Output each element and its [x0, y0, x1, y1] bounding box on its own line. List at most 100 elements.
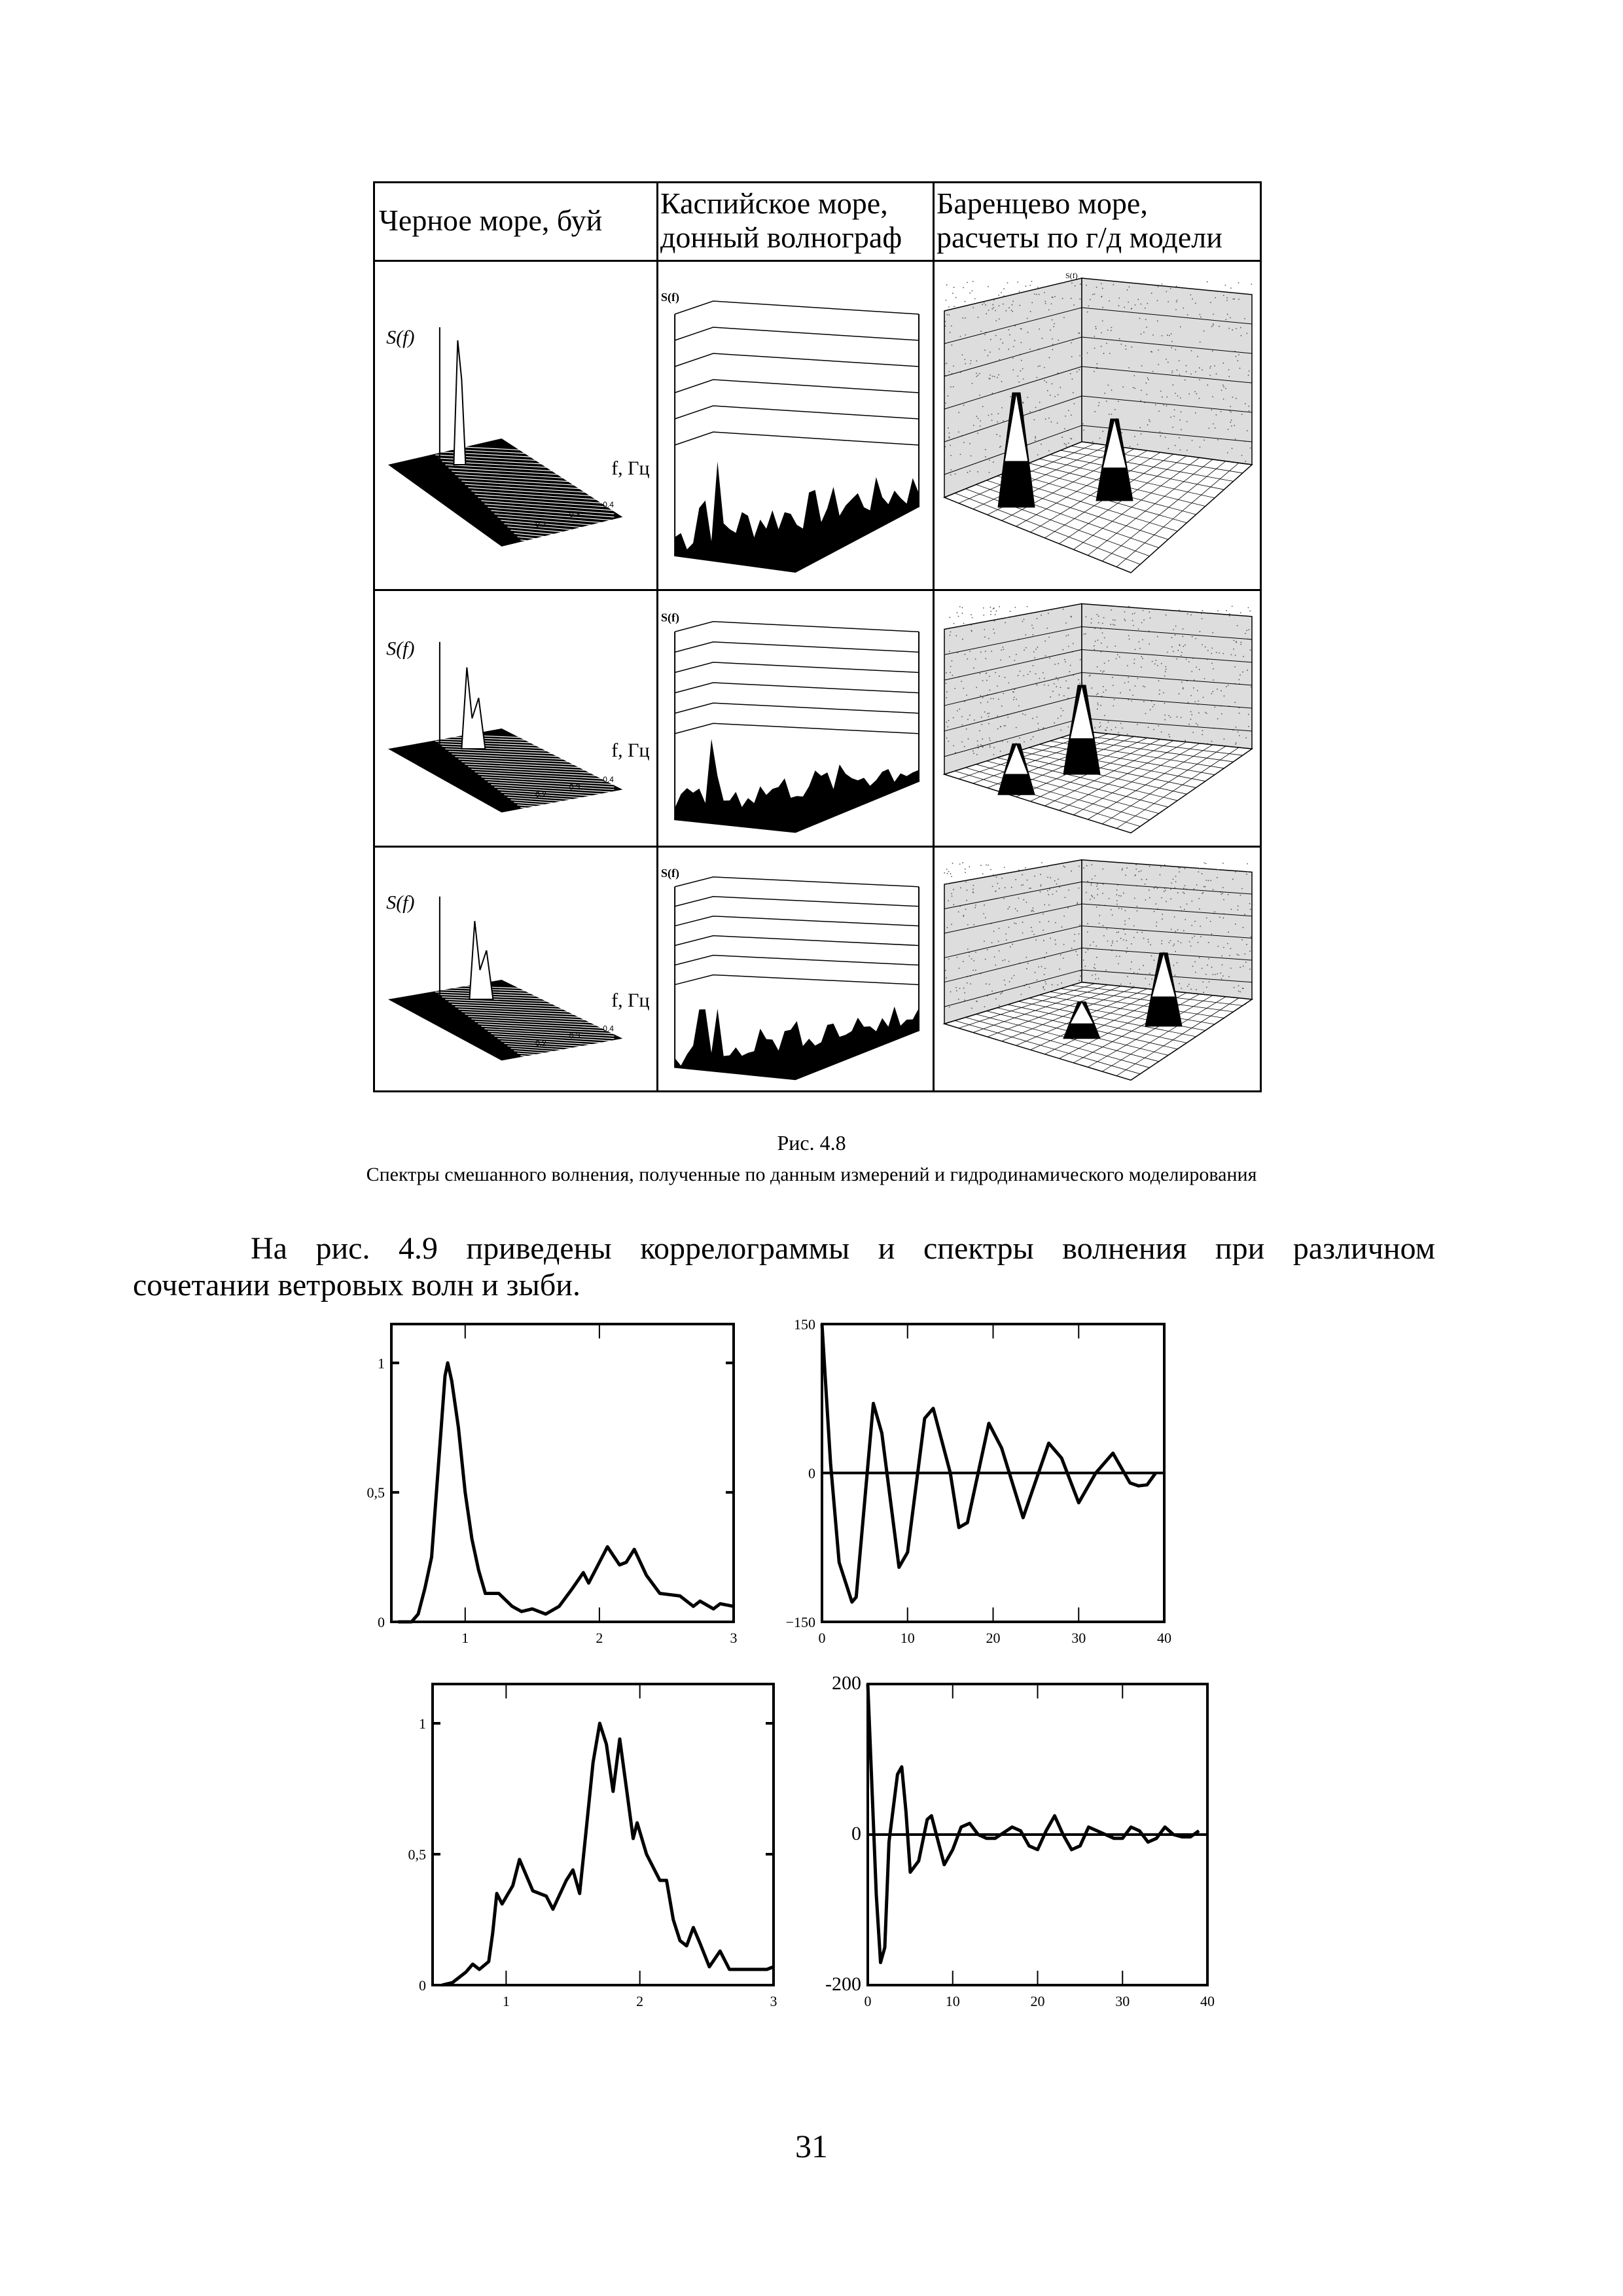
- wall-stipple: [1101, 287, 1103, 289]
- surface-mesh-line: [455, 474, 615, 485]
- wall-stipple: [1199, 446, 1201, 448]
- wall-stipple: [948, 314, 950, 316]
- floor-mesh: [1030, 452, 1161, 533]
- wall-stipple: [1118, 305, 1120, 307]
- wall-stipple: [1133, 925, 1135, 927]
- wall-stipple: [978, 372, 980, 374]
- wall-stipple: [1249, 968, 1251, 970]
- wall-stipple: [1214, 427, 1216, 429]
- freq-tick-label: 0.3: [569, 510, 580, 519]
- wall-stipple: [1068, 889, 1070, 891]
- wall-stipple: [1087, 949, 1089, 950]
- wall-stipple: [993, 307, 995, 308]
- wall-stipple: [1022, 378, 1024, 380]
- wall-stipple: [948, 719, 950, 721]
- wall-stipple: [1194, 701, 1196, 703]
- wall-stipple: [1148, 889, 1150, 891]
- wall-stipple: [1092, 896, 1094, 897]
- wall-stipple: [1222, 892, 1224, 894]
- wall-stipple: [1204, 677, 1205, 679]
- surface-mesh-line: [520, 539, 615, 550]
- wall-stipple: [1201, 967, 1203, 969]
- wall-stipple: [1240, 643, 1242, 645]
- wall-stipple: [1116, 941, 1118, 942]
- wall-stipple: [1128, 286, 1130, 288]
- wall-stipple: [1095, 978, 1097, 980]
- wall-stipple: [1139, 317, 1141, 319]
- floor-mesh: [1130, 464, 1253, 573]
- wall-stipple: [995, 964, 997, 966]
- wall-stipple: [972, 888, 974, 890]
- wall-stipple: [1079, 924, 1080, 926]
- wall-stipple: [1186, 314, 1188, 315]
- wall-stipple: [1180, 411, 1182, 413]
- wall-stipple: [948, 432, 950, 434]
- wall-stipple: [1236, 641, 1237, 643]
- wall-stipple: [977, 471, 978, 473]
- line-chart-svg: 1 2 300,51: [367, 1323, 738, 1646]
- wall-stipple: [1064, 897, 1066, 899]
- wall-stipple: [1096, 694, 1097, 696]
- wall-stipple: [1043, 672, 1044, 673]
- wall-stipple: [1247, 863, 1249, 865]
- wall-stipple: [1211, 350, 1213, 352]
- wall-stipple: [1098, 726, 1100, 728]
- wall-stipple: [951, 325, 952, 327]
- surface-mesh-line: [504, 1043, 615, 1052]
- wall-stipple: [1123, 929, 1125, 931]
- wall-stipple: [1191, 900, 1193, 902]
- wall-stipple: [1160, 866, 1162, 868]
- wall-stipple: [1198, 367, 1200, 368]
- s-axis-label: S(f): [661, 867, 679, 880]
- wall-stipple: [1078, 933, 1080, 935]
- wall-stipple: [1032, 736, 1034, 738]
- wall-stipple: [1221, 690, 1222, 692]
- surface-mesh-line: [478, 1023, 615, 1032]
- wall-stipple: [1171, 637, 1173, 639]
- wall-stipple: [1118, 656, 1120, 658]
- wall-stipple: [1035, 437, 1036, 439]
- wall-stipple: [1172, 384, 1174, 386]
- wall-stipple: [984, 449, 986, 450]
- wall-stipple: [1224, 284, 1226, 286]
- wall-stipple: [1173, 409, 1175, 411]
- wall-stipple: [1140, 399, 1142, 401]
- wall-stipple: [1128, 638, 1130, 640]
- wall-stipple: [1188, 941, 1190, 942]
- wall-stipple: [1097, 704, 1099, 706]
- wall-stipple: [1169, 287, 1171, 289]
- wall-stipple: [950, 454, 952, 456]
- wall-stipple: [1179, 397, 1181, 399]
- wall-stipple: [965, 881, 967, 883]
- wall-stipple: [972, 424, 974, 426]
- wall-stipple: [1137, 298, 1139, 300]
- wall-stipple: [995, 672, 996, 673]
- wall-stipple: [984, 456, 986, 457]
- wall-stipple: [1118, 895, 1120, 897]
- wall-stipple: [1054, 880, 1056, 882]
- wall-stipple: [1202, 892, 1204, 893]
- wall-stipple: [951, 893, 953, 895]
- wall-stipple: [1191, 636, 1193, 637]
- wall-stipple: [1134, 304, 1136, 306]
- wall-stipple: [1116, 931, 1118, 933]
- wall-stipple: [997, 941, 999, 942]
- wall-stipple: [1167, 651, 1168, 653]
- wall-stipple: [1133, 662, 1135, 664]
- wall-stipple: [1027, 962, 1029, 964]
- wall-stipple: [1062, 649, 1064, 651]
- wall-stipple: [1003, 979, 1005, 981]
- wall-stipple: [1046, 866, 1048, 868]
- wall-stipple: [980, 702, 982, 704]
- wall-stipple: [1057, 984, 1059, 986]
- wall-gridline: [944, 903, 1253, 934]
- wall-stipple: [984, 941, 985, 942]
- wall-stipple: [1064, 658, 1065, 660]
- wall-stipple: [993, 299, 995, 301]
- wall-stipple: [1123, 939, 1124, 941]
- wall-stipple: [1196, 666, 1197, 668]
- wall-stipple: [946, 697, 948, 699]
- wall-stipple: [1001, 877, 1003, 879]
- spectrum-surface: [675, 739, 919, 833]
- wall-stipple: [1022, 884, 1024, 886]
